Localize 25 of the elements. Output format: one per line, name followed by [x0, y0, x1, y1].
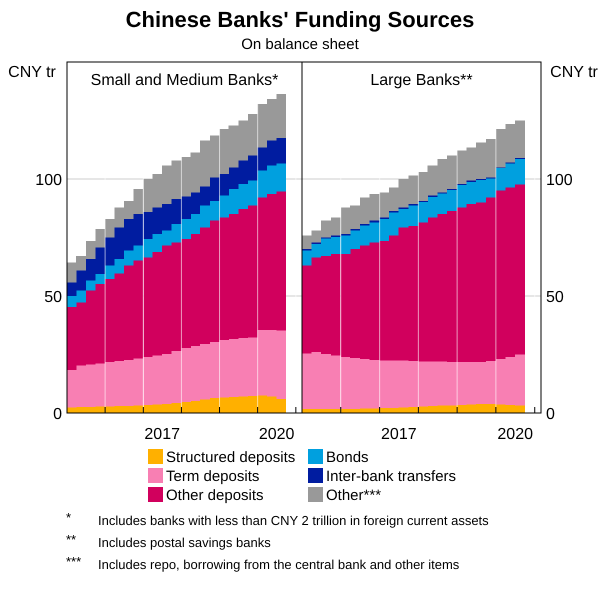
- y-tick-label: 100: [35, 172, 62, 189]
- legend-label: Other***: [326, 487, 382, 504]
- y2-tick-label: 0: [546, 406, 555, 423]
- y-axis-title: CNY tr: [8, 64, 57, 81]
- text: Chinese Banks' Funding Sources: [126, 7, 474, 32]
- y2-axis-title: CNY tr: [550, 64, 599, 81]
- text: *** Includes repo, borrowing from the central bank and other items: [66, 554, 460, 572]
- legend-label: Bonds: [326, 449, 369, 466]
- legend-label: Other deposits: [166, 487, 264, 504]
- x-tick-label: 2017: [144, 426, 180, 443]
- y2-tick-label: 100: [546, 172, 573, 189]
- text: Small and Medium Banks*: [90, 72, 278, 89]
- x-tick-label: 2020: [258, 426, 295, 443]
- text: ** Includes postal savings banks: [66, 532, 271, 550]
- x-tick-label: 2017: [381, 426, 417, 443]
- x-tick-label: 2020: [497, 426, 534, 443]
- text: * Includes banks with less than CNY 2 trillion in foreign current assets: [66, 510, 489, 528]
- text: Large Banks**: [370, 72, 473, 89]
- legend-label: Inter-bank transfers: [326, 468, 456, 485]
- y-tick-label: 0: [53, 406, 62, 423]
- text: On balance sheet: [241, 36, 360, 53]
- legend-label: Structured deposits: [166, 449, 296, 466]
- y2-tick-label: 50: [546, 289, 564, 306]
- y-tick-label: 50: [44, 289, 62, 306]
- legend-label: Term deposits: [166, 468, 260, 485]
